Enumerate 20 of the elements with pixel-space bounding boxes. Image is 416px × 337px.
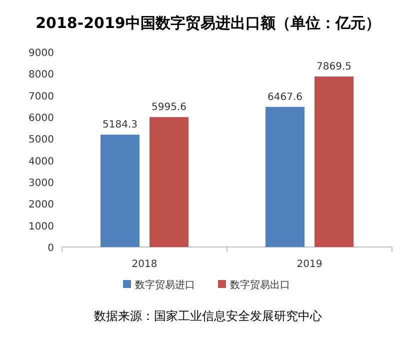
legend-label: 数字贸易进口 <box>135 279 195 291</box>
y-tick-label: 3000 <box>28 178 54 189</box>
x-tick-label: 2018 <box>132 259 158 270</box>
data-label: 6467.6 <box>268 92 302 103</box>
data-label: 5184.3 <box>102 120 138 131</box>
y-tick-label: 6000 <box>28 113 54 124</box>
y-tick-label: 4000 <box>28 156 54 168</box>
x-tick-label: 2019 <box>296 259 322 270</box>
y-tick-label: 5000 <box>28 134 54 146</box>
y-tick-label: 8000 <box>28 70 54 81</box>
annotation: 数据来源：国家工业信息安全发展研究中心 <box>94 309 322 323</box>
title: 2018-2019中国数字贸易进出口额（单位：亿元） <box>36 14 380 32</box>
y-tick-label: 9000 <box>28 48 54 59</box>
y-tick-label: 7000 <box>28 91 54 102</box>
y-tick-label: 2000 <box>28 200 54 211</box>
y-tick-label: 0 <box>48 243 54 254</box>
legend-label: 数字贸易出口 <box>230 279 290 291</box>
y-tick-label: 1000 <box>28 221 54 232</box>
data-label: 7869.5 <box>316 61 352 72</box>
data-label: 5995.6 <box>152 102 186 114</box>
